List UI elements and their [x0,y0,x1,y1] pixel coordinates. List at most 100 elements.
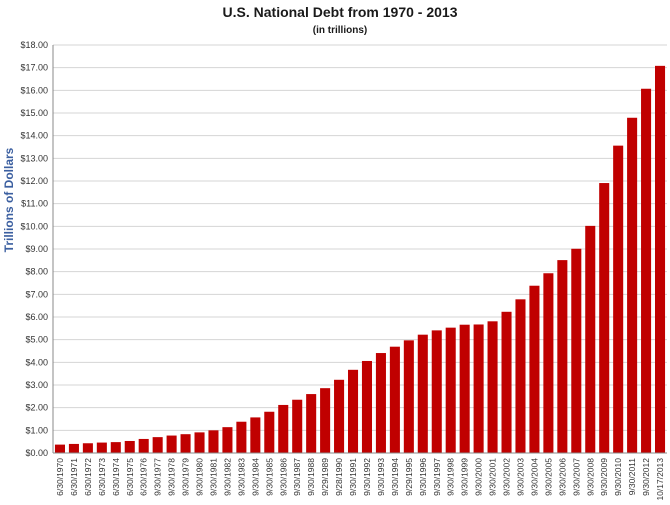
bar [222,427,233,453]
x-tick-label: 9/30/2012 [641,458,651,496]
bars [54,65,666,454]
bar [529,285,540,453]
bar [515,299,526,453]
bar [557,260,568,453]
x-tick-label: 9/30/2002 [502,458,512,496]
x-tick-label: 6/30/1970 [55,458,65,496]
chart-subtitle: (in trillions) [313,25,367,36]
bar [96,442,107,453]
x-tick-label: 9/30/1982 [222,458,232,496]
x-tick-label: 9/30/2007 [571,458,581,496]
bar [180,434,191,453]
x-tick-label: 9/30/1981 [208,458,218,496]
bar [571,248,582,453]
y-tick-label: $17.00 [20,63,48,73]
x-tick-label: 9/30/2011 [627,458,637,495]
bar [306,394,317,453]
x-tick-label: 9/30/1996 [418,458,428,496]
y-tick-label: $11.00 [21,199,48,209]
x-tick-label: 9/29/1989 [320,458,330,496]
y-tick-label: $15.00 [20,108,48,118]
y-tick-label: $13.00 [20,153,48,163]
bar [110,442,121,453]
bar [236,421,247,453]
bar [361,360,372,453]
bar [320,388,331,453]
x-tick-label: 9/30/1994 [390,458,400,496]
y-tick-labels: $0.00 $1.00 $2.00 $3.00 $4.00 $5.00 $6.00 $7.00… [20,40,48,458]
bar [194,432,205,453]
x-tick-label: 9/30/1998 [446,458,456,496]
x-tick-label: 9/30/1988 [306,458,316,496]
bar [264,411,275,453]
bar [389,346,400,453]
bar [54,444,65,453]
bar [585,225,596,453]
x-tick-label: 9/30/2008 [585,458,595,496]
bar [138,438,149,453]
bar [627,117,638,453]
gridlines [53,44,667,454]
x-tick-label: 9/30/2003 [515,458,525,496]
x-tick-label: 9/30/1986 [278,458,288,496]
bar [292,399,303,453]
y-tick-label: $1.00 [25,425,48,435]
bar [655,65,666,453]
bar [487,321,498,453]
bar [543,273,554,453]
y-tick-label: $18.00 [20,40,48,50]
bar [417,334,428,453]
y-tick-label: $2.00 [25,403,48,413]
y-axis-label: Trillions of Dollars [2,147,16,252]
bar [166,435,177,453]
x-tick-label: 6/30/1971 [69,458,79,496]
x-tick-label: 9/30/2004 [529,458,539,496]
x-tick-label: 9/30/2000 [474,458,484,496]
x-tick-label: 10/17/2013 [655,458,665,501]
x-tick-label: 9/30/2010 [613,458,623,496]
bar [208,430,219,453]
bar [124,440,135,453]
x-tick-label: 9/30/1983 [236,458,246,496]
y-tick-label: $9.00 [25,244,48,254]
x-tick-label: 9/28/1990 [334,458,344,496]
x-tick-label: 9/30/1978 [167,458,177,496]
bar [613,145,624,453]
bar [431,330,442,453]
y-tick-label: $4.00 [25,357,48,367]
bar [403,340,414,453]
bar [82,443,93,453]
x-tick-label: 6/30/1973 [97,458,107,496]
x-tick-label: 9/30/1992 [362,458,372,496]
x-tick-label: 6/30/1974 [111,458,121,496]
bar [501,311,512,453]
x-tick-label: 9/30/2001 [488,458,498,496]
x-tick-label: 9/30/2009 [599,458,609,496]
bar [348,369,359,453]
y-tick-label: $3.00 [25,380,48,390]
y-tick-label: $12.00 [20,176,48,186]
bar [375,353,386,453]
x-tick-label: 9/30/1979 [181,458,191,496]
x-tick-label: 6/30/1972 [83,458,93,496]
x-tick-label: 9/30/1980 [195,458,205,496]
y-tick-label: $5.00 [25,335,48,345]
y-tick-label: $7.00 [25,289,48,299]
bar [641,88,652,453]
x-tick-label: 9/30/1999 [460,458,470,496]
bar [445,327,456,453]
x-tick-label: 9/30/2006 [557,458,567,496]
x-tick-label: 9/30/1993 [376,458,386,496]
y-tick-label: $14.00 [20,131,48,141]
x-tick-label: 9/30/1997 [432,458,442,496]
y-tick-label: $10.00 [20,221,48,231]
y-tick-label: $16.00 [20,85,48,95]
bar [250,417,261,453]
bar [473,324,484,453]
y-tick-label: $6.00 [25,312,48,322]
x-tick-label: 9/30/1985 [264,458,274,496]
x-tick-label: 6/30/1976 [139,458,149,496]
x-tick-labels: 6/30/1970 6/30/1971 6/30/1972 6/30/1973 6/30… [55,458,665,501]
x-tick-label: 9/30/1987 [292,458,302,496]
